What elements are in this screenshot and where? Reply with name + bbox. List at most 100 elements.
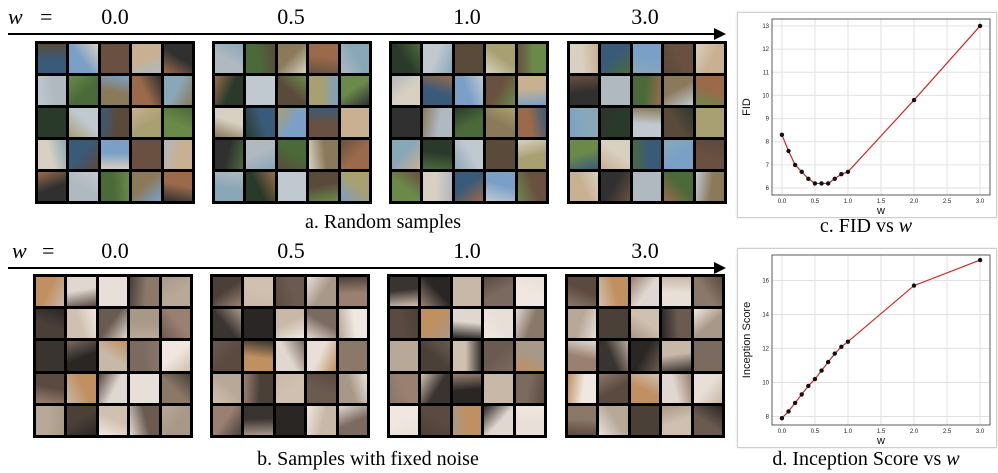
data-point	[786, 409, 791, 414]
data-point	[911, 97, 917, 103]
sample-image	[36, 277, 65, 307]
data-point	[845, 169, 851, 175]
x-tick-label: 2.0	[910, 429, 919, 435]
data-point	[806, 176, 811, 181]
sample-image	[570, 108, 599, 137]
data-point	[832, 351, 837, 356]
x-tick-label: 1.0	[844, 199, 853, 205]
y-axis-label: FID	[741, 98, 753, 116]
sample-image	[662, 341, 691, 371]
data-point	[819, 181, 824, 186]
sample-grid-a-0	[35, 41, 195, 204]
sample-image	[244, 277, 273, 307]
sample-image	[38, 172, 67, 201]
sample-image	[98, 309, 128, 339]
sample-image	[421, 341, 450, 371]
sample-image	[693, 309, 722, 339]
sample-image	[100, 140, 130, 169]
sample-image	[664, 108, 693, 137]
sample-image	[452, 341, 482, 371]
sample-image	[338, 341, 367, 371]
data-point	[779, 132, 785, 137]
sample-image	[392, 108, 421, 137]
sample-image	[695, 44, 724, 73]
sample-image	[486, 44, 515, 73]
y-tick-label: 12	[762, 47, 769, 53]
sample-image	[599, 341, 628, 371]
w-value-b-3: 3.0	[631, 238, 659, 263]
sample-image	[246, 76, 275, 105]
sample-image	[307, 309, 336, 339]
equals-row-a: =	[40, 4, 53, 29]
y-tick-label: 11	[763, 70, 770, 76]
sample-image	[452, 277, 482, 307]
sample-image	[309, 140, 338, 169]
x-tick-label: 3.0	[976, 429, 985, 435]
sample-image	[132, 44, 161, 73]
sample-image	[486, 140, 515, 169]
w-value-b-1: 0.5	[277, 238, 305, 263]
sample-image	[517, 108, 546, 137]
sample-image	[100, 108, 130, 137]
sample-image	[423, 76, 452, 105]
sample-image	[67, 309, 96, 339]
w-label-row-a: w	[8, 4, 23, 29]
sample-grid-b-0	[33, 274, 193, 438]
sample-image	[244, 373, 273, 403]
data-point	[812, 181, 818, 186]
sample-image	[69, 140, 98, 169]
sample-image	[693, 341, 722, 371]
sample-image	[423, 108, 452, 137]
sample-image	[38, 44, 67, 73]
data-point	[977, 257, 983, 263]
sample-image	[161, 373, 190, 403]
w-value-b-2: 1.0	[453, 238, 481, 263]
sample-image	[38, 108, 67, 137]
sample-image	[132, 172, 161, 201]
x-tick-label: 0.5	[811, 199, 820, 205]
sample-image	[601, 172, 630, 201]
sample-image	[454, 172, 484, 201]
sample-image	[277, 108, 307, 137]
sample-image	[695, 140, 724, 169]
sample-image	[307, 341, 336, 371]
caption-d-text: d. Inception Score vs	[772, 448, 942, 470]
sample-image	[130, 341, 159, 371]
data-point	[779, 416, 785, 421]
sample-image	[452, 373, 482, 403]
sample-image	[390, 405, 419, 435]
sample-image	[693, 277, 722, 307]
sample-image	[130, 309, 159, 339]
fid-chart-panel: 0.0 0.5 1.0 1.5 2.0 2.5 3.0 6 7 8 9 10 11 12 13 w FID	[737, 12, 997, 218]
sample-image	[515, 373, 544, 403]
x-tick-label: 3.0	[976, 199, 985, 205]
sample-image	[568, 277, 597, 307]
sample-image	[130, 277, 159, 307]
sample-image	[392, 140, 421, 169]
sample-image	[132, 108, 161, 137]
caption-c-var: w	[898, 215, 913, 237]
sample-image	[662, 277, 691, 307]
sample-image	[340, 76, 369, 105]
sample-image	[277, 140, 307, 169]
sample-image	[517, 140, 546, 169]
sample-image	[632, 140, 662, 169]
arrow-row-b	[8, 262, 726, 274]
sample-image	[132, 140, 161, 169]
sample-image	[163, 76, 192, 105]
y-tick-label: 8	[766, 415, 770, 421]
sample-image	[338, 405, 367, 435]
y-tick-label: 9	[766, 117, 770, 123]
inception-chart: 0.0 0.5 1.0 1.5 2.0 2.5 3.0 8 10 12 14 16 w Inception…	[741, 254, 991, 447]
sample-image	[454, 76, 484, 105]
sample-image	[213, 405, 242, 435]
sample-image	[69, 44, 98, 73]
sample-image	[340, 172, 369, 201]
w-value-a-3: 3.0	[631, 4, 659, 29]
sample-image	[632, 44, 662, 73]
sample-image	[599, 405, 628, 435]
sample-image	[244, 341, 273, 371]
sample-image	[390, 309, 419, 339]
fid-chart: 0.0 0.5 1.0 1.5 2.0 2.5 3.0 6 7 8 9 10 11 12 13 w FID	[741, 18, 991, 217]
